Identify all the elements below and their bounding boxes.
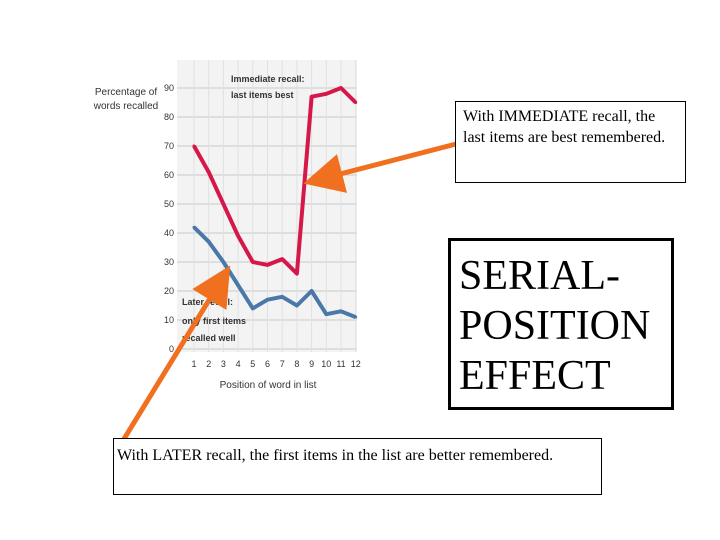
- y-tick-label: 70: [164, 141, 174, 151]
- y-tick-label: 40: [164, 228, 174, 238]
- immediate-recall-point: [266, 263, 269, 267]
- x-tick-label: 5: [250, 359, 255, 369]
- y-tick-labels: 0 10 20 30 40 50 60 70 80 90: [164, 83, 174, 354]
- later-recall-point: [192, 225, 196, 229]
- immediate-recall-point: [280, 257, 284, 261]
- later-recall-point: [280, 295, 284, 299]
- later-recall-callout: With LATER recall, the first items in th…: [113, 438, 602, 495]
- later-recall-point: [324, 312, 328, 316]
- y-axis-label-line-1: Percentage of: [95, 87, 157, 98]
- later-recall-point: [221, 260, 225, 264]
- title-line-2: POSITION: [459, 303, 651, 349]
- later-recall-point: [207, 240, 211, 244]
- later-recall-point: [310, 289, 314, 293]
- series-lines: [192, 86, 358, 319]
- immediate-recall-point: [310, 95, 314, 99]
- x-tick-label: 1: [191, 359, 196, 369]
- immediate-recall-point: [324, 92, 328, 96]
- later-recall-line: [192, 225, 357, 319]
- later-recall-point: [266, 298, 269, 302]
- later-series-label-line-2: only first items: [182, 316, 246, 326]
- x-tick-label: 8: [294, 359, 299, 369]
- y-tick-label: 60: [164, 170, 174, 180]
- serial-position-effect-title: SERIAL- POSITION EFFECT: [448, 238, 674, 410]
- immediate-recall-point: [251, 260, 255, 264]
- immediate-recall-point: [221, 202, 225, 206]
- x-tick-label: 11: [336, 359, 345, 369]
- immediate-recall-line: [192, 86, 358, 276]
- immediate-recall-point: [354, 101, 358, 104]
- x-tick-label: 12: [351, 359, 361, 369]
- title-line-3: EFFECT: [459, 353, 611, 399]
- later-recall-point: [295, 304, 299, 307]
- immediate-recall-callout: With IMMEDIATE recall, the last items ar…: [455, 101, 686, 183]
- later-recall-point: [236, 283, 240, 287]
- y-tick-label: 20: [164, 286, 174, 296]
- immediate-recall-point: [207, 170, 211, 174]
- immediate-series-label-line-2: last items best: [231, 90, 294, 100]
- immediate-recall-point: [295, 272, 299, 276]
- y-tick-label: 10: [164, 315, 174, 325]
- later-series-label-line-3: recalled well: [182, 333, 236, 343]
- later-recall-point: [251, 306, 255, 310]
- later-recall-point: [354, 315, 358, 319]
- y-tick-label: 50: [164, 199, 174, 209]
- title-line-1: SERIAL-: [459, 253, 620, 299]
- immediate-series-label-line-1: Immediate recall:: [231, 74, 305, 84]
- x-axis-label: Position of word in list: [220, 380, 317, 391]
- immediate-recall-point: [192, 144, 196, 148]
- immediate-recall-point: [236, 234, 240, 238]
- arrow-to-immediate-curve: [303, 141, 457, 193]
- x-tick-label: 6: [265, 359, 270, 369]
- x-tick-label: 9: [309, 359, 314, 369]
- arrow-to-later-curve: [113, 265, 231, 454]
- x-tick-label: 2: [206, 359, 211, 369]
- immediate-recall-point: [339, 86, 343, 90]
- y-tick-label: 80: [164, 112, 174, 122]
- y-tick-label: 30: [164, 257, 174, 267]
- y-tick-label: 90: [164, 83, 174, 93]
- x-tick-label: 4: [236, 359, 241, 369]
- later-recall-point: [339, 309, 343, 313]
- y-tick-label: 0: [169, 344, 174, 354]
- x-tick-label: 10: [321, 359, 331, 369]
- x-tick-label: 3: [221, 359, 226, 369]
- y-axis-label-line-2: words recalled: [93, 101, 158, 112]
- x-tick-labels: 1 2 3 4 5 6 7 8 9 10 11 12: [191, 359, 360, 369]
- x-tick-label: 7: [280, 359, 285, 369]
